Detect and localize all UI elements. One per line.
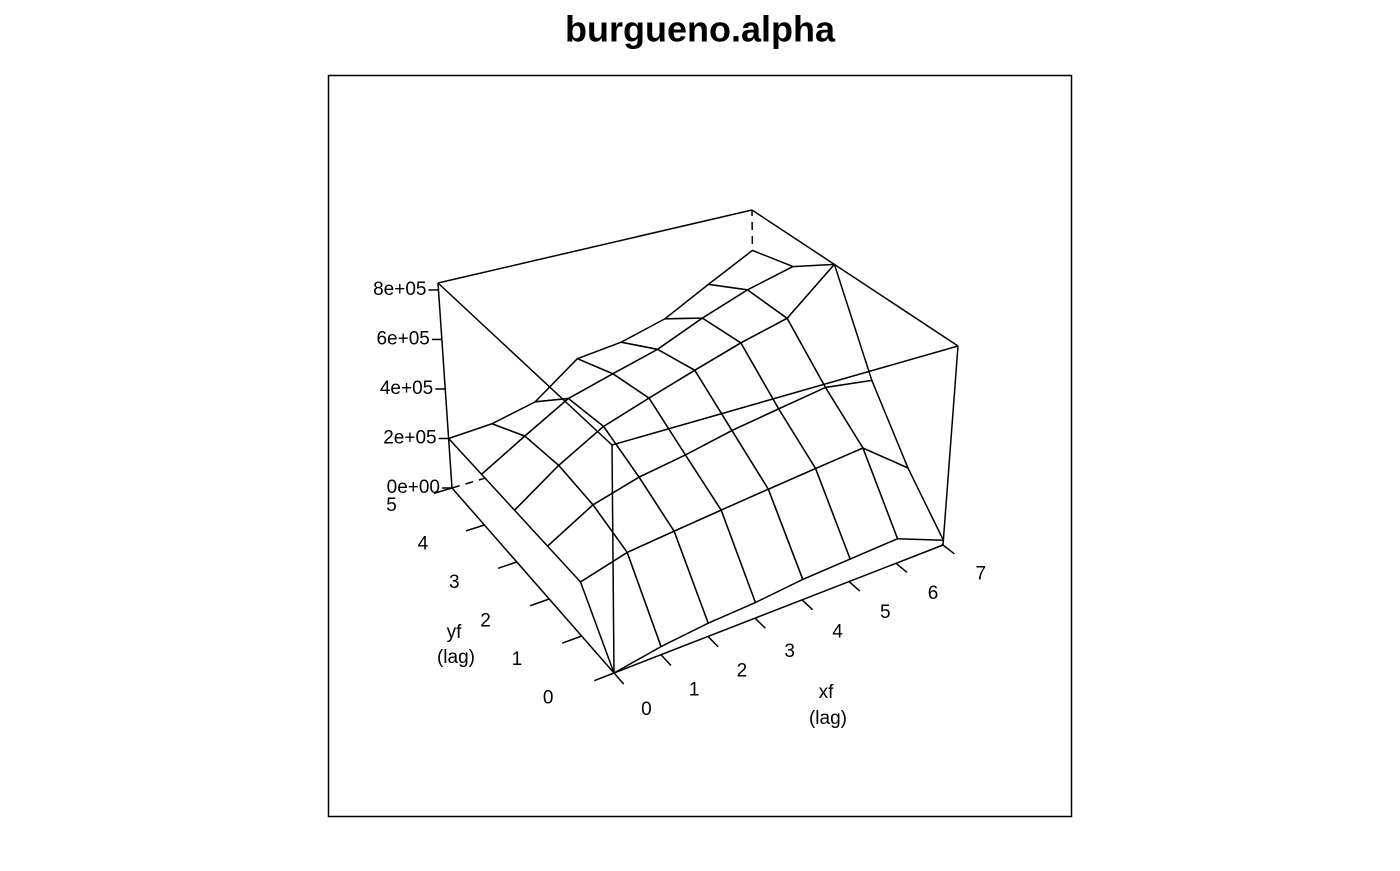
z-tick-label: 4e+05 <box>380 378 433 399</box>
y-tick-label: 4 <box>418 534 429 555</box>
x-tick-label: 1 <box>689 680 700 701</box>
chart-title: burgueno.alpha <box>565 9 836 50</box>
x-tick <box>942 544 955 555</box>
y-tick <box>529 598 550 607</box>
z-tick-label: 0e+00 <box>387 477 440 498</box>
x-tick-label: 6 <box>928 583 939 604</box>
z-tick-label: 8e+05 <box>373 279 426 300</box>
box-edge <box>611 444 615 674</box>
y-tick <box>433 487 453 495</box>
y-tick-label: 1 <box>512 649 523 670</box>
box-edge <box>437 282 453 489</box>
x-tick <box>613 672 625 685</box>
x-tick-label: 0 <box>641 699 652 720</box>
plot-frame <box>327 74 1073 818</box>
y-tick-label: 2 <box>480 611 491 632</box>
x-tick <box>660 654 672 666</box>
x-tick-label: 2 <box>737 660 748 681</box>
box-edge <box>611 345 959 446</box>
box-edge <box>751 209 959 347</box>
y-tick <box>465 524 485 532</box>
z-tick-label: 2e+05 <box>383 427 436 448</box>
z-tick-label: 6e+05 <box>376 328 429 349</box>
y-tick-label: 0 <box>543 688 554 709</box>
x-tick <box>754 617 766 629</box>
x-tick-label: 3 <box>784 641 795 662</box>
surface-cell <box>579 551 662 674</box>
x-tick-label: 7 <box>976 563 987 584</box>
x-tick-label: 4 <box>832 622 843 643</box>
x-axis-label: (lag) <box>809 708 847 729</box>
box-edge <box>613 544 944 674</box>
box-edge <box>437 209 753 284</box>
y-tick <box>497 561 518 570</box>
x-tick <box>707 635 719 648</box>
box-edge <box>942 345 959 546</box>
y-tick <box>593 672 615 682</box>
x-tick <box>848 581 861 592</box>
x-tick <box>801 599 814 611</box>
x-tick <box>895 562 908 574</box>
x-axis-label: xf <box>819 682 835 703</box>
box-edge <box>437 282 613 446</box>
y-axis-label: yf <box>447 622 463 643</box>
y-tick-label: 3 <box>449 572 460 593</box>
y-tick-label: 5 <box>386 495 397 516</box>
box-edge <box>451 487 615 674</box>
y-tick <box>561 635 582 644</box>
y-axis-label: (lag) <box>437 647 475 668</box>
x-tick-label: 5 <box>880 602 891 623</box>
